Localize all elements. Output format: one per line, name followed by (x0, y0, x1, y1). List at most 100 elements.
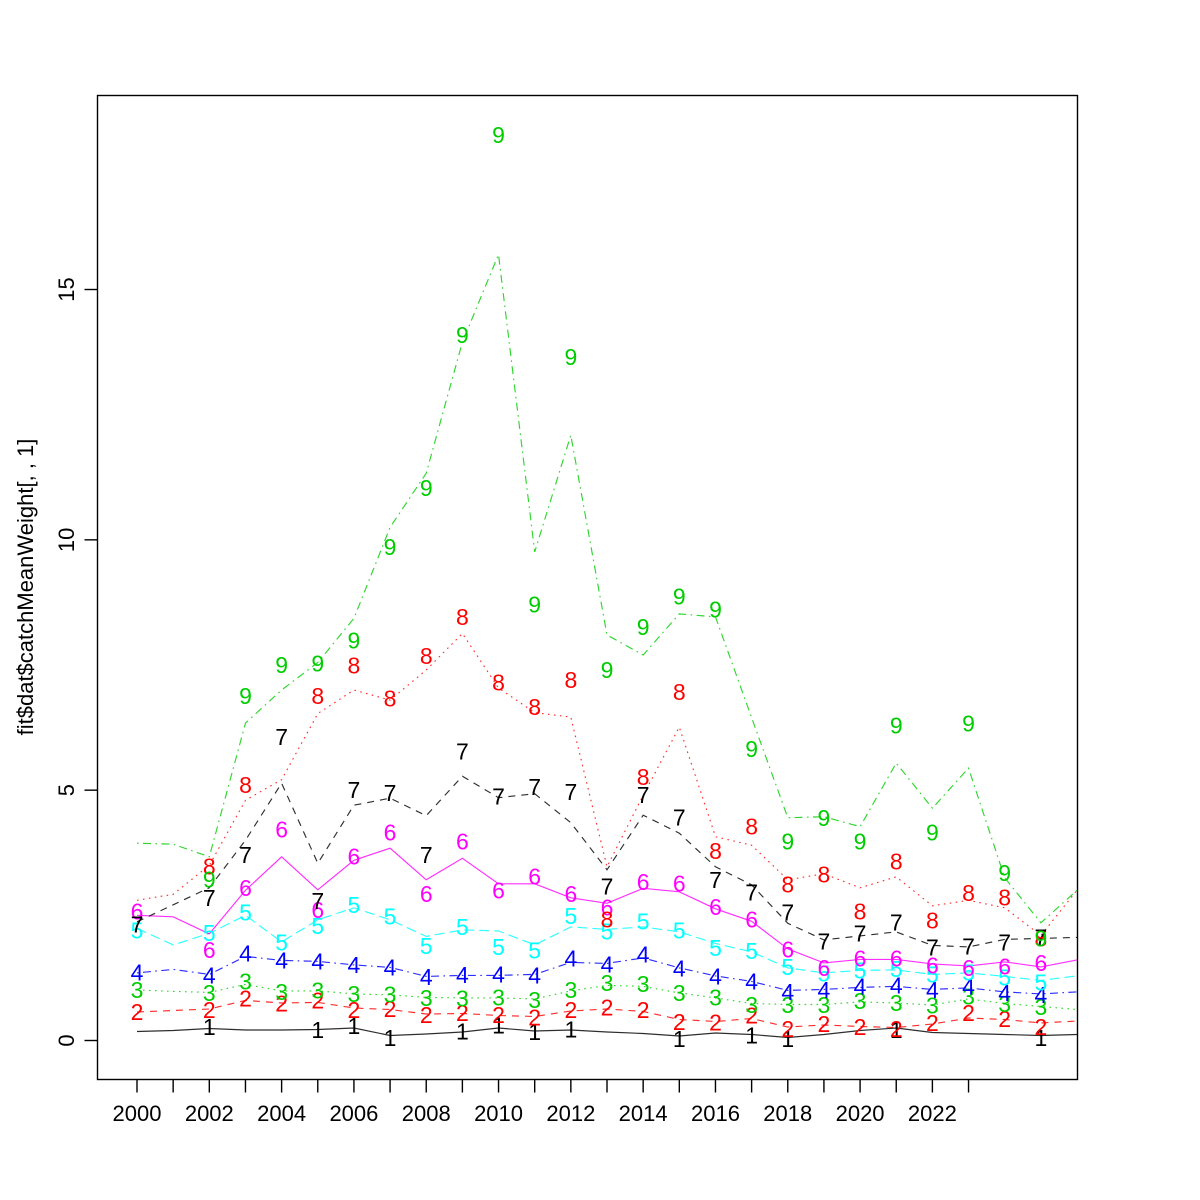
point-age-3-2011: 3 (528, 987, 541, 1013)
point-age-4-2016: 4 (709, 964, 722, 990)
point-age-1-2006: 1 (348, 1013, 361, 1039)
plot-box (96, 94, 1079, 1081)
point-age-6-2007: 6 (384, 820, 397, 846)
point-age-3-2015: 3 (673, 980, 686, 1006)
point-age-8-2005: 8 (311, 683, 324, 709)
point-character-layer: 1 1 1 1 1 1 1 1 1 1 1 1 12 2 2 2 2 2 2 2 2 2 2 2 2 2 2 2 22 2 2 2 2 2 2 23 3… (131, 122, 1048, 1052)
x-tick-label-2000: 2000 (113, 1101, 162, 1126)
point-age-6-2020: 6 (854, 946, 867, 972)
point-age-9-2013: 9 (601, 657, 614, 683)
point-age-6-2021: 6 (890, 946, 903, 972)
point-age-5-2005: 5 (311, 913, 324, 939)
point-age-7-2018: 7 (781, 900, 794, 926)
point-age-3-2012: 3 (564, 977, 577, 1003)
point-age-7-2012: 7 (564, 779, 577, 805)
point-age-7-2017: 7 (745, 880, 758, 906)
point-age-5-2015: 5 (673, 918, 686, 944)
point-age-3-2020: 3 (854, 988, 867, 1014)
x-tick-label-2002: 2002 (185, 1101, 234, 1126)
point-age-8-2018: 8 (781, 872, 794, 898)
x-axis-ticks (136, 1079, 970, 1093)
point-age-6-2009: 6 (456, 829, 469, 855)
point-age-4-2014: 4 (637, 942, 650, 968)
point-age-4-2012: 4 (564, 946, 577, 972)
point-age-5-2025: 5 (1034, 970, 1047, 996)
point-age-2-2023: 2 (962, 1000, 975, 1026)
point-age-5-2002: 5 (203, 920, 216, 946)
point-age-3-2004: 3 (275, 979, 288, 1005)
point-age-5-2004: 5 (275, 930, 288, 956)
point-age-6-2025: 6 (1034, 950, 1047, 976)
point-age-7-2014: 7 (637, 782, 650, 808)
point-age-9-2005: 9 (311, 650, 324, 676)
point-age-8-2008: 8 (420, 643, 433, 669)
point-age-7-2009: 7 (456, 738, 469, 764)
point-age-9-2008: 9 (420, 475, 433, 501)
point-age-2-2015: 2 (673, 1009, 686, 1035)
point-age-4-2019: 4 (818, 977, 831, 1003)
y-tick-label-10: 10 (54, 528, 79, 552)
x-tick-label-2020: 2020 (836, 1101, 885, 1126)
point-age-2-2020: 2 (854, 1014, 867, 1040)
point-age-6-2019: 6 (818, 955, 831, 981)
point-age-1-2015: 1 (673, 1026, 686, 1052)
point-age-1-2017: 1 (745, 1022, 758, 1048)
point-age-8-2020: 8 (854, 899, 867, 925)
point-age-7-2019: 7 (818, 929, 831, 955)
point-age-7-2011: 7 (528, 774, 541, 800)
point-age-2-2016: 2 (709, 1009, 722, 1035)
point-age-3-2024: 3 (998, 991, 1011, 1017)
series-age-2-points: 2 2 2 2 2 2 2 2 2 2 2 2 2 2 2 2 22 2 2 2 2 2 2 2 (131, 985, 1048, 1042)
point-age-1-2002: 1 (203, 1014, 216, 1040)
point-age-7-2023: 7 (962, 934, 975, 960)
point-age-8-2002: 8 (203, 854, 216, 880)
point-age-4-2020: 4 (854, 974, 867, 1000)
point-age-5-2010: 5 (492, 934, 505, 960)
point-age-4-2007: 4 (384, 955, 397, 981)
point-age-5-2003: 5 (239, 900, 252, 926)
point-age-2-2018: 2 (781, 1016, 794, 1042)
point-age-9-2012: 9 (564, 344, 577, 370)
point-age-7-2025: 7 (1034, 925, 1047, 951)
x-tick-label-2004: 2004 (257, 1101, 306, 1126)
series-age-1-line (136, 1027, 1078, 1039)
point-age-6-2005: 6 (311, 897, 324, 923)
point-age-3-2017: 3 (745, 992, 758, 1018)
point-age-7-2006: 7 (348, 777, 361, 803)
point-age-9-2025: 9 (1034, 926, 1047, 952)
point-age-9-2021: 9 (890, 712, 903, 738)
point-age-5-2022: 5 (926, 962, 939, 988)
y-tick-label-15: 15 (54, 277, 79, 301)
point-age-3-2002: 3 (203, 980, 216, 1006)
point-age-7-2003: 7 (239, 842, 252, 868)
point-age-1-2005: 1 (311, 1017, 324, 1043)
point-age-2-2014: 2 (637, 997, 650, 1023)
point-age-5-2008: 5 (420, 933, 433, 959)
point-age-3-2014: 3 (637, 971, 650, 997)
point-age-7-2002: 7 (203, 885, 216, 911)
x-tick-label-2010: 2010 (474, 1101, 523, 1126)
point-age-9-2002: 9 (203, 867, 216, 893)
point-age-3-2006: 3 (348, 981, 361, 1007)
point-age-7-2007: 7 (384, 780, 397, 806)
point-age-3-2013: 3 (601, 970, 614, 996)
point-age-9-2019: 9 (818, 805, 831, 831)
point-age-9-2024: 9 (998, 860, 1011, 886)
point-age-8-2023: 8 (962, 880, 975, 906)
point-age-7-2005: 7 (311, 888, 324, 914)
point-age-2-2025: 2 (1034, 1014, 1047, 1040)
point-age-6-2015: 6 (673, 871, 686, 897)
point-age-8-2024: 8 (998, 885, 1011, 911)
point-age-2-2019: 2 (818, 1011, 831, 1037)
point-age-8-2006: 8 (348, 652, 361, 678)
point-age-6-2008: 6 (420, 881, 433, 907)
point-age-7-2000: 7 (131, 912, 144, 938)
point-age-5-2000: 5 (131, 918, 144, 944)
point-age-9-2011: 9 (528, 592, 541, 618)
point-age-3-2008: 3 (420, 985, 433, 1011)
point-age-5-2023: 5 (962, 960, 975, 986)
